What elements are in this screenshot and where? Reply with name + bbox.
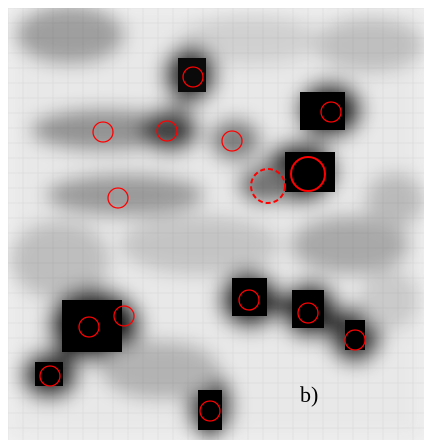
marker-layer [39,66,366,422]
circle-marker [238,289,260,311]
circle-marker [297,302,319,324]
circle-marker [156,120,178,142]
circle-marker [344,329,366,351]
circle-marker [182,66,204,88]
circle-marker [290,156,326,192]
circle-marker [199,400,221,422]
circle-marker [221,130,243,152]
dashed-circle-marker [250,168,286,204]
circle-marker [320,101,342,123]
circle-marker [92,121,114,143]
panel-label: b) [300,382,319,407]
circle-marker [113,305,135,327]
circle-marker [107,187,129,209]
circle-marker [39,365,61,387]
circle-marker [78,316,100,338]
